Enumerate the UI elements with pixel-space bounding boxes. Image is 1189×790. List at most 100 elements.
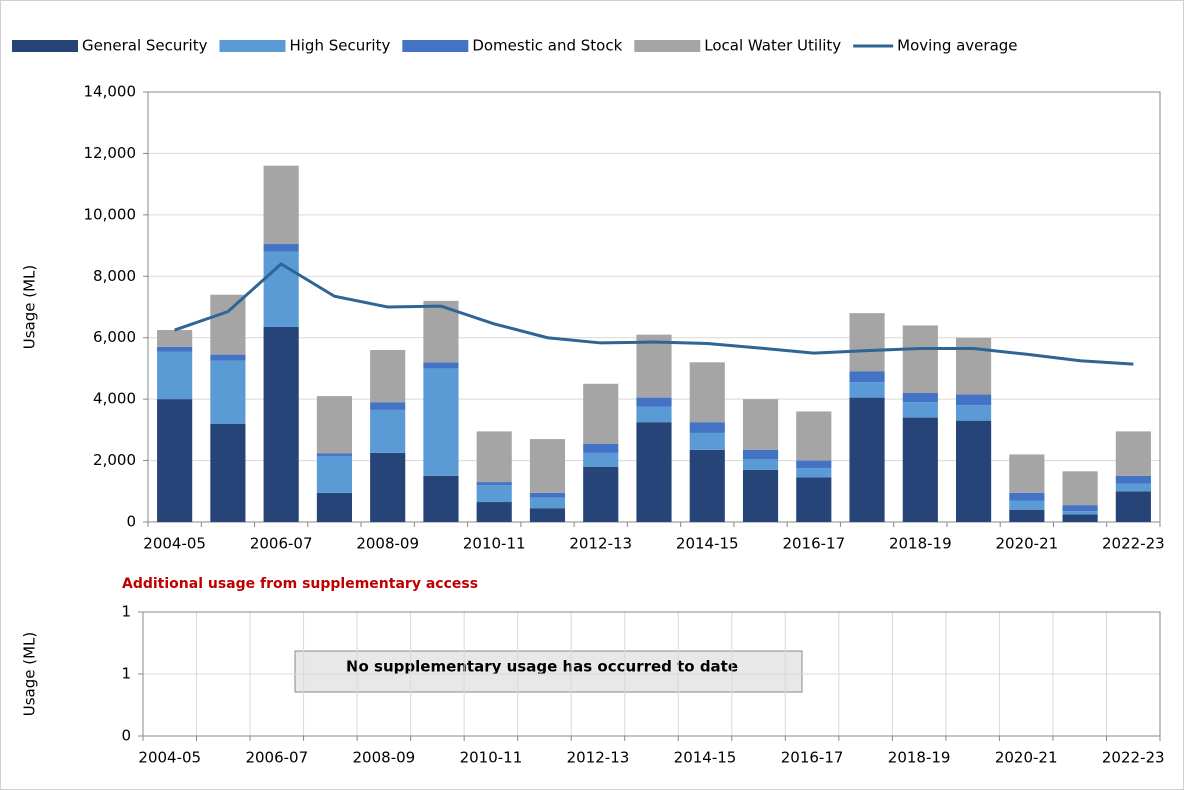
bar (636, 406, 672, 423)
bar (689, 449, 725, 522)
bar (210, 354, 246, 361)
bar (263, 244, 299, 252)
bar (476, 502, 512, 522)
y-axis-label: Usage (ML) (21, 265, 39, 350)
chart-title: Additional usage from supplementary acce… (122, 576, 478, 592)
bar (263, 165, 299, 245)
bar (529, 439, 566, 493)
bar (689, 422, 725, 433)
legend-swatch (402, 40, 469, 52)
bar (316, 455, 352, 493)
bar (742, 399, 779, 450)
annotation-box (294, 650, 803, 693)
bar (423, 362, 459, 369)
bar (1009, 509, 1045, 522)
bar (636, 422, 672, 522)
y-tick-label: 1 (121, 665, 131, 683)
bar (902, 402, 938, 418)
bar (1115, 491, 1151, 522)
bar (210, 423, 246, 522)
legend-label: Domestic and Stock (472, 37, 622, 55)
bar (370, 452, 406, 522)
bar (370, 350, 406, 403)
legend-swatch (634, 40, 701, 52)
bar (210, 294, 246, 355)
x-tick-label: 2008-09 (356, 535, 419, 553)
bar (157, 351, 193, 400)
legend-swatch (219, 40, 286, 52)
bar (902, 417, 938, 522)
bar (849, 382, 885, 398)
x-tick-label: 2014-15 (676, 535, 739, 553)
bar (583, 452, 619, 467)
bar (742, 449, 779, 460)
bar (583, 383, 619, 444)
bar (1062, 505, 1098, 512)
x-tick-label: 2012-13 (569, 535, 632, 553)
x-tick-label: 2004-05 (138, 749, 201, 767)
bar (956, 420, 992, 522)
bar (316, 492, 352, 522)
x-tick-label: 2022-23 (1102, 749, 1165, 767)
bar (956, 405, 992, 421)
bar (583, 466, 619, 522)
bar (529, 508, 566, 522)
y-tick-label: 10,000 (84, 205, 137, 223)
bar (1009, 454, 1045, 493)
x-tick-label: 2020-21 (995, 535, 1058, 553)
bar (476, 482, 512, 486)
bar (849, 313, 885, 372)
y-tick-label: 0 (126, 513, 136, 531)
legend-label: Moving average (897, 37, 1017, 55)
bar (157, 399, 193, 522)
y-axis-label: Usage (ML) (21, 632, 39, 717)
bar (476, 485, 512, 503)
bar (742, 459, 779, 470)
bar (529, 492, 566, 498)
y-tick-label: 4,000 (93, 390, 136, 408)
x-tick-label: 2016-17 (782, 535, 845, 553)
bar (370, 409, 406, 453)
bar (370, 402, 406, 410)
y-tick-label: 1 (121, 603, 131, 621)
legend-swatch (12, 40, 78, 52)
bar (423, 475, 459, 522)
bar (689, 362, 725, 423)
legend-label: General Security (82, 37, 208, 55)
bar (796, 411, 832, 461)
bar (583, 443, 619, 453)
x-tick-label: 2022-23 (1102, 535, 1165, 553)
y-tick-label: 6,000 (93, 328, 136, 346)
y-tick-label: 12,000 (84, 144, 137, 162)
bar (796, 460, 832, 469)
x-tick-label: 2006-07 (245, 749, 308, 767)
x-tick-label: 2010-11 (460, 749, 523, 767)
legend-label: Local Water Utility (704, 37, 841, 55)
bar (1115, 483, 1151, 492)
bar (956, 337, 992, 395)
bar (636, 397, 672, 407)
bar (1062, 514, 1098, 522)
bar (476, 431, 512, 483)
x-tick-label: 2004-05 (143, 535, 206, 553)
bar (1115, 475, 1151, 484)
bar (316, 396, 352, 454)
bar (210, 360, 246, 424)
bar (956, 394, 992, 406)
plot-frame (142, 611, 1161, 737)
y-tick-label: 14,000 (84, 83, 137, 101)
bar (529, 497, 566, 509)
bar (157, 346, 193, 352)
bar (849, 397, 885, 522)
x-tick-label: 2006-07 (250, 535, 313, 553)
bar (316, 453, 352, 456)
x-tick-label: 2016-17 (781, 749, 844, 767)
bar (1062, 471, 1098, 506)
bar (742, 469, 779, 522)
bar (157, 330, 193, 347)
x-tick-label: 2014-15 (674, 749, 737, 767)
y-tick-label: 8,000 (93, 267, 136, 285)
bar (902, 325, 938, 393)
bar (1115, 431, 1151, 476)
